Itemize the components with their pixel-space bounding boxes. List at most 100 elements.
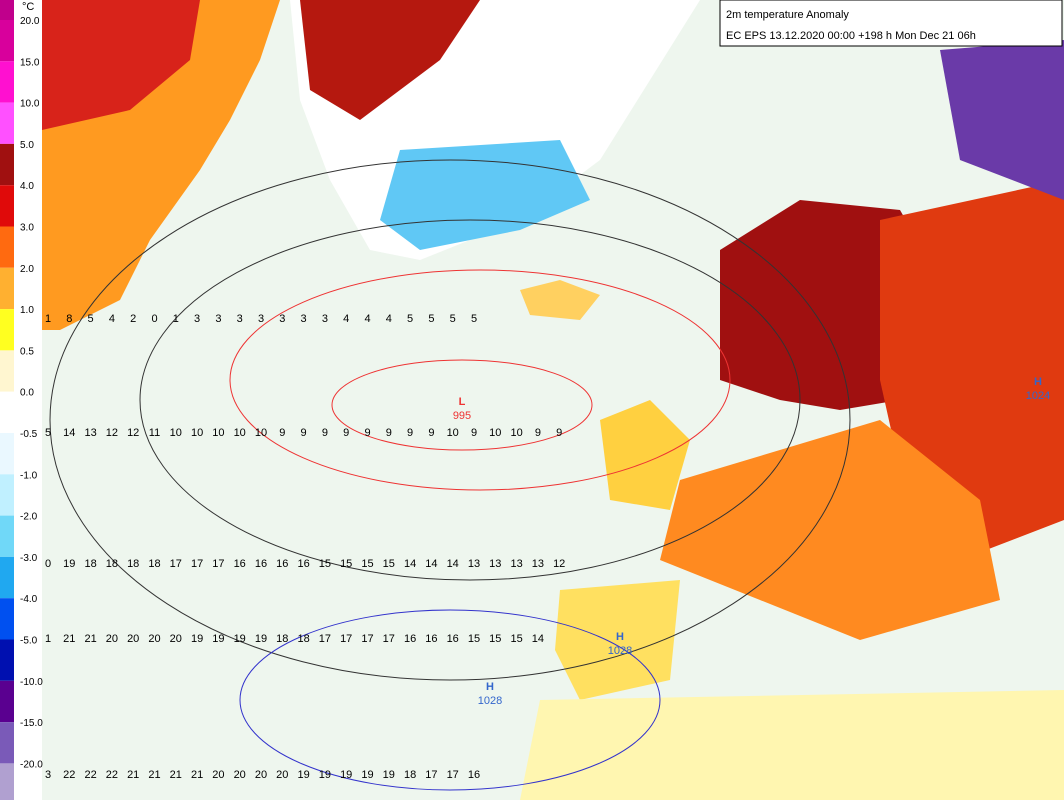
grid-value: 18 [127, 558, 139, 570]
grid-value: 22 [106, 769, 118, 781]
grid-value: 9 [322, 427, 328, 439]
legend-label: 1.0 [20, 305, 34, 316]
grid-value: 17 [212, 558, 224, 570]
grid-value: 16 [425, 633, 437, 645]
grid-value: 3 [45, 769, 51, 781]
grid-value: 20 [234, 769, 246, 781]
grid-value: 3 [279, 313, 285, 325]
grid-value: 17 [425, 769, 437, 781]
grid-value: 16 [447, 633, 459, 645]
grid-value: 14 [532, 633, 544, 645]
legend-swatch [0, 0, 14, 20]
grid-value: 9 [471, 427, 477, 439]
grid-value: 3 [322, 313, 328, 325]
grid-value: 9 [386, 427, 392, 439]
center-value: 1024 [1026, 390, 1050, 402]
legend-label: 3.0 [20, 223, 34, 234]
grid-value: 13 [84, 427, 96, 439]
grid-value: 13 [468, 558, 480, 570]
legend-unit: °C [22, 1, 34, 13]
grid-value: 15 [468, 633, 480, 645]
grid-value: 5 [428, 313, 434, 325]
grid-value: 13 [510, 558, 522, 570]
grid-value: 21 [63, 633, 75, 645]
grid-value: 20 [255, 769, 267, 781]
grid-value: 19 [212, 633, 224, 645]
grid-value: 12 [553, 558, 565, 570]
legend-label: -3.0 [20, 553, 38, 564]
center-symbol: H [1034, 376, 1042, 388]
grid-value: 17 [383, 633, 395, 645]
grid-value: 9 [535, 427, 541, 439]
grid-value: 10 [489, 427, 501, 439]
grid-value: 17 [447, 769, 459, 781]
title: 2m temperature Anomaly [726, 9, 849, 21]
grid-value: 18 [404, 769, 416, 781]
grid-value: 18 [148, 558, 160, 570]
legend-label: 4.0 [20, 181, 34, 192]
grid-value: 20 [106, 633, 118, 645]
legend-label: -1.0 [20, 470, 38, 481]
center-symbol: H [616, 631, 624, 643]
grid-value: 10 [212, 427, 224, 439]
grid-value: 15 [361, 558, 373, 570]
center-symbol: H [486, 681, 494, 693]
legend-swatch [0, 267, 14, 310]
legend-swatch [0, 309, 14, 351]
grid-value: 9 [301, 427, 307, 439]
grid-value: 15 [319, 558, 331, 570]
grid-value: 19 [297, 769, 309, 781]
legend-label: 5.0 [20, 140, 34, 151]
legend-label: -2.0 [20, 512, 38, 523]
grid-value: 5 [45, 427, 51, 439]
grid-value: 19 [234, 633, 246, 645]
grid-value: 16 [404, 633, 416, 645]
grid-value: 16 [255, 558, 267, 570]
isobar [229, 269, 731, 491]
grid-value: 14 [404, 558, 416, 570]
legend-swatch [0, 556, 14, 599]
grid-value: 9 [279, 427, 285, 439]
legend-swatch [0, 515, 14, 557]
grid-value: 20 [127, 633, 139, 645]
grid-value: 19 [383, 769, 395, 781]
grid-value: 17 [361, 633, 373, 645]
legend-swatch [0, 722, 14, 764]
title-box [719, 0, 1063, 47]
grid-value: 5 [450, 313, 456, 325]
legend-swatch [0, 226, 14, 268]
grid-value: 16 [297, 558, 309, 570]
legend-swatch [0, 474, 14, 516]
legend-label: -20.0 [20, 759, 43, 770]
grid-value: 9 [428, 427, 434, 439]
grid-value: 21 [191, 769, 203, 781]
legend-swatch [0, 639, 14, 681]
grid-value: 12 [106, 427, 118, 439]
legend-label: -10.0 [20, 677, 43, 688]
grid-value: 21 [170, 769, 182, 781]
grid-value: 8 [66, 313, 72, 325]
grid-value: 15 [340, 558, 352, 570]
legend-label: 0.5 [20, 346, 34, 357]
grid-value: 3 [258, 313, 264, 325]
grid-value: 10 [170, 427, 182, 439]
legend-label: -5.0 [20, 636, 38, 647]
greenland-cold [380, 140, 590, 250]
grid-value: 14 [447, 558, 459, 570]
grid-value: 21 [148, 769, 160, 781]
legend-swatch [0, 20, 14, 62]
grid-value: 1 [173, 313, 179, 325]
grid-value: 5 [407, 313, 413, 325]
grid-value: 11 [149, 427, 160, 439]
grid-value: 1 [45, 313, 51, 325]
grid-value: 10 [447, 427, 459, 439]
grid-value: 17 [170, 558, 182, 570]
legend-swatch [0, 350, 14, 392]
grid-value: 10 [191, 427, 203, 439]
grid-value: 3 [301, 313, 307, 325]
grid-value: 20 [148, 633, 160, 645]
grid-value: 19 [319, 769, 331, 781]
grid-value: 12 [127, 427, 139, 439]
grid-value: 15 [510, 633, 522, 645]
grid-value: 21 [127, 769, 139, 781]
